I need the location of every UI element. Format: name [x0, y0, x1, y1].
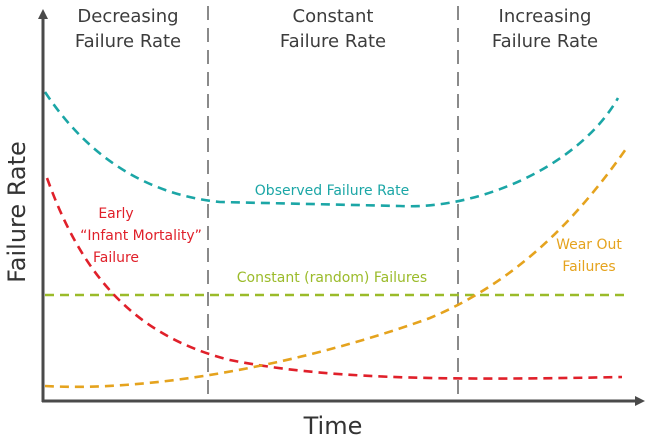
infant-mortality-curve: [45, 177, 623, 380]
infant-mortality-label-line2: “Infant Mortality”: [80, 228, 202, 244]
infant-mortality-label: Early “Infant Mortality” Failure: [80, 206, 202, 266]
y-axis-label: Failure Rate: [3, 141, 31, 283]
region-header-line1: Decreasing: [77, 6, 178, 27]
infant-mortality-label-line3: Failure: [93, 250, 139, 266]
region-header-line1: Constant: [293, 6, 374, 27]
wear-out-label: Wear Out Failures: [556, 237, 622, 275]
region-header-increasing: Increasing Failure Rate: [492, 6, 598, 52]
region-header-constant: Constant Failure Rate: [280, 6, 386, 52]
region-header-line2: Failure Rate: [280, 31, 386, 52]
region-header-line1: Increasing: [499, 6, 592, 27]
wear-out-curve: [44, 145, 630, 389]
region-header-line2: Failure Rate: [492, 31, 598, 52]
constant-failures-label: Constant (random) Failures: [237, 270, 427, 286]
wear-out-label-line2: Failures: [562, 259, 615, 275]
x-axis-label: Time: [303, 412, 363, 440]
region-header-line2: Failure Rate: [75, 31, 181, 52]
region-header-decreasing: Decreasing Failure Rate: [75, 6, 181, 52]
infant-mortality-label-line1: Early: [98, 206, 133, 222]
observed-failure-rate-curve: [43, 91, 620, 208]
observed-failure-rate-label: Observed Failure Rate: [255, 183, 409, 199]
wear-out-label-line1: Wear Out: [556, 237, 622, 253]
